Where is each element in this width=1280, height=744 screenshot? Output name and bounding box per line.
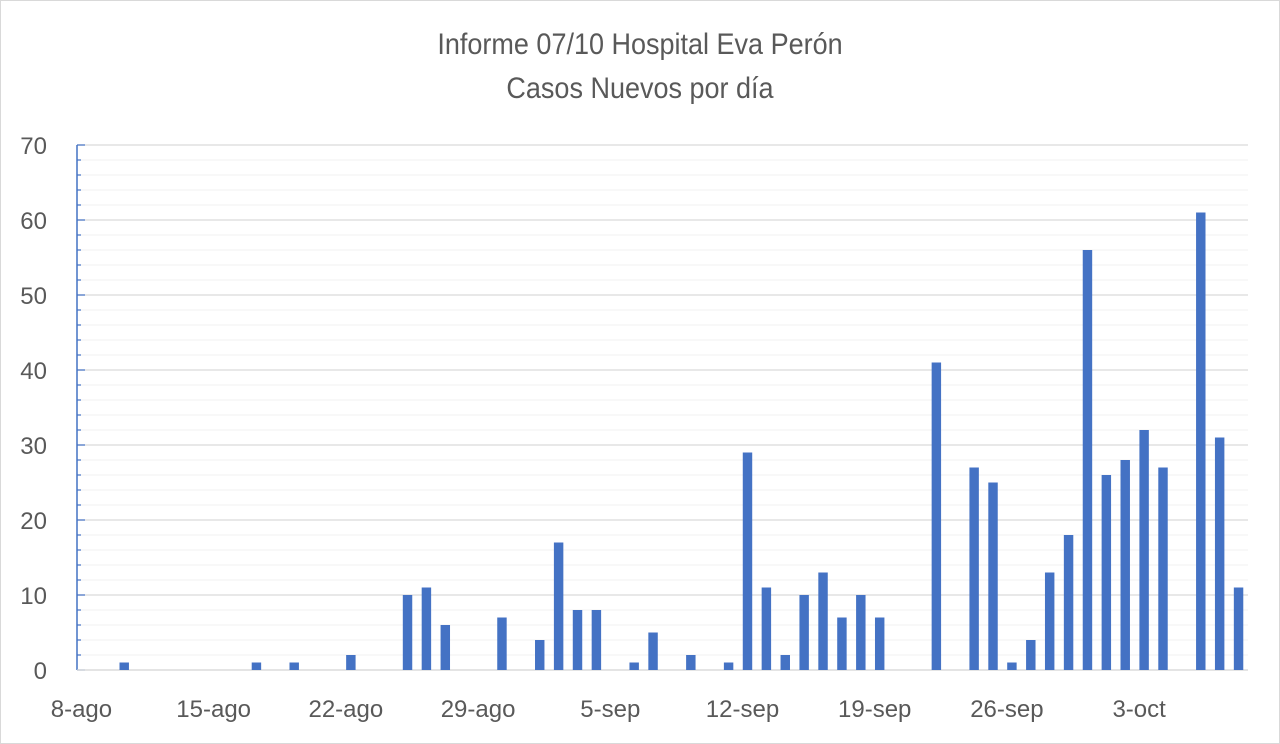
bar [497,617,507,670]
bar [1233,587,1244,670]
y-tick-label: 30 [20,433,47,460]
x-tick-label: 29-ago [441,696,516,723]
bar [1196,212,1206,670]
y-tick-label: 60 [20,208,47,235]
bar [874,617,885,670]
x-tick-label: 5-sep [580,696,640,723]
bar [1044,572,1055,670]
x-tick-label: 19-sep [838,696,911,723]
y-tick-label: 40 [20,358,47,385]
chart-title: Informe 07/10 Hospital Eva Perón [437,28,843,61]
bar [591,610,602,670]
bar [1101,475,1112,670]
bar [742,452,753,670]
bar [535,640,545,670]
bar [572,610,583,670]
bar [648,632,658,670]
bar [1120,460,1130,670]
bar [686,655,696,670]
bar [837,617,847,670]
bar [818,572,828,670]
y-tick-label: 70 [20,133,47,160]
bar [402,595,413,670]
bar [440,625,451,670]
bar [1026,640,1036,670]
bar [1082,250,1093,670]
bar [761,587,772,670]
x-tick-label: 3-oct [1112,696,1166,723]
bar [629,662,639,670]
bar [119,662,129,670]
bar [969,467,979,670]
y-tick-label: 20 [20,508,47,535]
bar [780,655,790,670]
bar [1063,535,1074,670]
bar [346,655,356,670]
bar [723,662,734,670]
x-tick-label: 22-ago [308,696,383,723]
bar [1007,662,1017,670]
bar [856,595,866,670]
y-tick-label: 10 [20,583,47,610]
bar [988,482,998,670]
y-tick-label: 50 [20,283,47,310]
bar [289,662,299,670]
x-tick-label: 15-ago [176,696,251,723]
bar [421,587,432,670]
y-tick-label: 0 [34,658,47,685]
chart-subtitle: Casos Nuevos por día [506,72,774,105]
x-tick-label: 12-sep [706,696,779,723]
bar [553,542,564,670]
bar [1214,437,1225,670]
bar [1139,430,1149,670]
x-tick-label: 26-sep [970,696,1043,723]
bar [251,662,262,670]
bar [1158,467,1168,670]
bar [799,595,809,670]
bar [931,362,942,670]
x-tick-label: 8-ago [51,696,112,723]
